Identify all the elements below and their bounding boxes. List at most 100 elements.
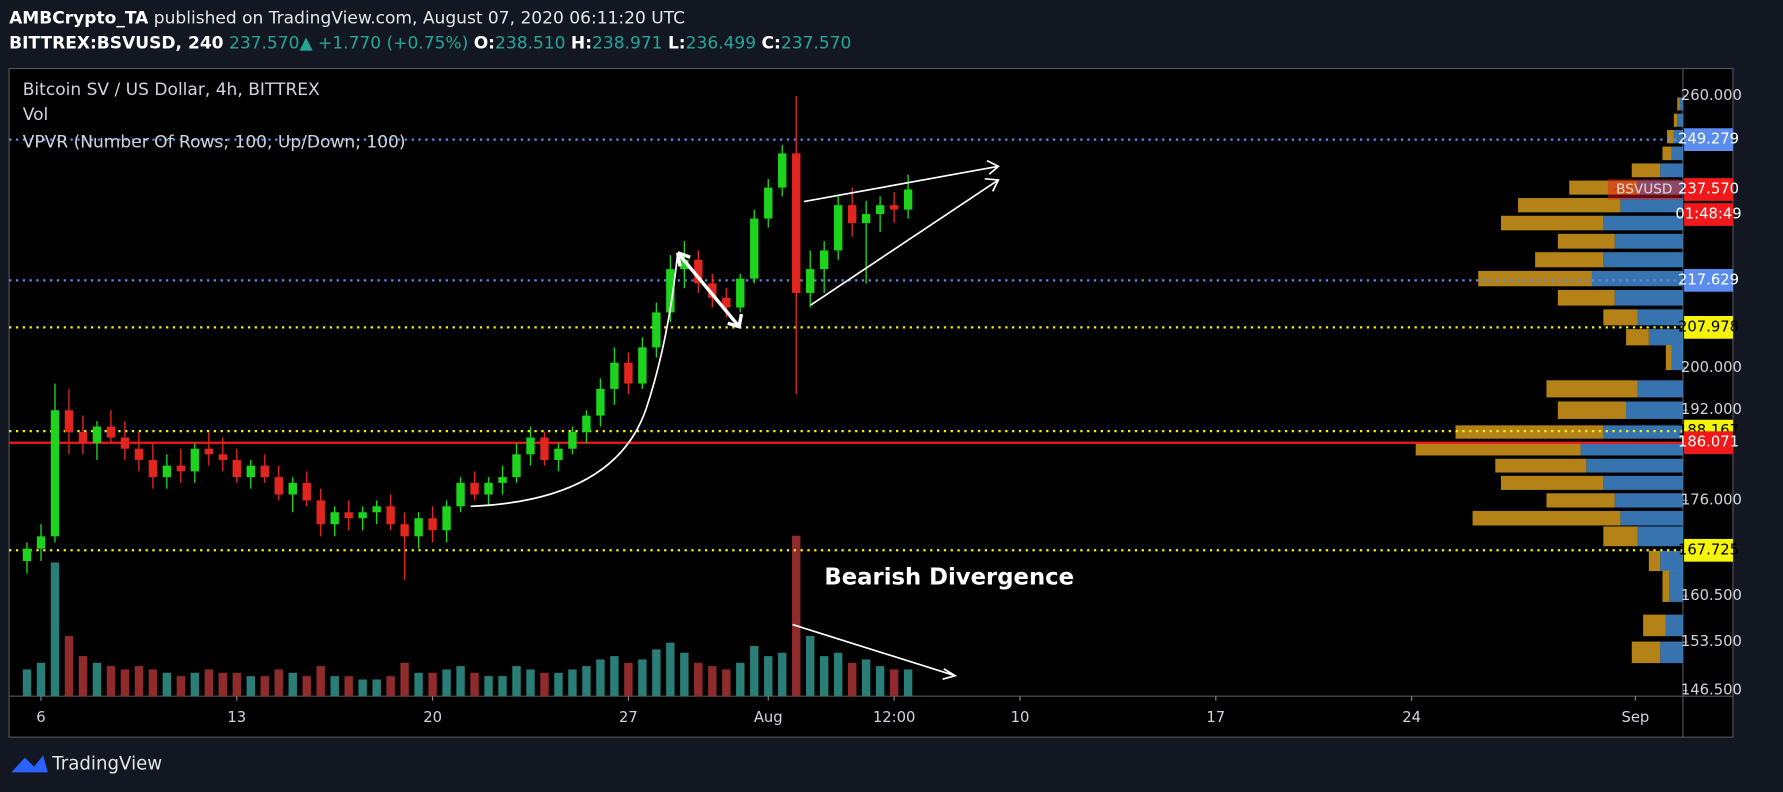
volume-bar: [218, 672, 227, 697]
candle-body: [694, 259, 703, 284]
vpvr-down: [1557, 233, 1615, 249]
vpvr-down: [1557, 289, 1615, 306]
candle-body: [50, 410, 60, 537]
volume-bar: [861, 659, 871, 697]
vpvr-up: [1671, 345, 1683, 371]
vpvr-down: [1557, 401, 1627, 419]
volume-bar: [120, 669, 130, 697]
candle-body: [889, 205, 899, 210]
volume-bar: [582, 666, 591, 697]
x-tick-label: Aug: [754, 709, 783, 726]
volume-bar: [316, 666, 325, 697]
volume-bar: [847, 662, 857, 697]
candle-body: [106, 426, 116, 438]
candle-body: [330, 512, 339, 525]
vpvr-down: [1455, 425, 1604, 439]
x-tick-label: 27: [619, 709, 638, 726]
candle-body: [218, 454, 227, 460]
volume-bar: [442, 669, 451, 697]
candle-body: [470, 482, 479, 495]
current-price-box: [1684, 178, 1733, 201]
vpvr-up: [1626, 401, 1683, 419]
volume-bar: [624, 662, 633, 697]
symbol: BITTREX:BSVUSD, 240: [9, 33, 224, 53]
volume-bar: [302, 676, 311, 697]
y-tick-label: 160.500: [1681, 587, 1742, 604]
vpvr-down: [1648, 550, 1661, 572]
price-label-box: [1684, 538, 1733, 562]
vpvr-down: [1667, 129, 1674, 144]
volume-bar: [78, 656, 88, 697]
candle-body: [582, 415, 591, 433]
vpvr-down: [1603, 309, 1638, 326]
vpvr-down: [1626, 329, 1649, 346]
wedge-bottom: [810, 177, 1000, 306]
vpvr-up: [1586, 458, 1683, 473]
volume-bar: [134, 666, 144, 697]
vpvr-down: [1631, 163, 1661, 178]
volume-bar: [246, 676, 255, 697]
vpvr-down: [1535, 252, 1604, 268]
volume-bar: [456, 666, 465, 697]
last: 237.570: [229, 33, 299, 53]
volume-bar: [722, 669, 731, 697]
header-line1: AMBCrypto_TA published on TradingView.co…: [9, 8, 685, 28]
candle-body: [638, 347, 647, 384]
x-tick-label: 13: [227, 709, 246, 726]
candle-body: [652, 312, 661, 348]
price-label: 217.629: [1678, 271, 1739, 288]
vpvr-down: [1677, 97, 1680, 111]
y-tick-label: 260.000: [1681, 87, 1742, 104]
y-tick-label: 153.500: [1681, 633, 1742, 650]
vpvr-down: [1643, 614, 1666, 637]
candle-body: [540, 437, 549, 460]
volume-bar: [610, 656, 619, 697]
candle-body: [36, 536, 46, 549]
volume-bar: [344, 676, 353, 697]
zigzag-drawing: [676, 251, 744, 329]
volume-bar: [498, 676, 507, 697]
candle-body: [358, 512, 367, 519]
vpvr-down: [1472, 510, 1621, 526]
candle-body: [554, 448, 563, 460]
candle-body: [302, 482, 311, 501]
annotation: Bearish Divergence: [824, 564, 1074, 590]
volume-bar: [190, 672, 200, 697]
candle-body: [316, 500, 325, 525]
candle-body: [428, 518, 437, 531]
volume-bar: [260, 676, 269, 697]
high: 238.971: [592, 33, 663, 53]
volume-bar: [358, 679, 367, 697]
candle-body: [708, 283, 717, 298]
price-label: 249.279: [1678, 131, 1739, 148]
legend-item: VPVR (Number Of Rows; 100, Up/Down; 100): [23, 132, 406, 152]
vpvr-down: [1546, 493, 1615, 508]
vpvr-down: [1569, 180, 1638, 195]
vpvr-up: [1614, 493, 1683, 508]
vpvr-down: [1631, 641, 1661, 664]
legend-title: Bitcoin SV / US Dollar, 4h, BITTREX: [23, 80, 320, 100]
drawings: [470, 159, 1000, 680]
volume-bar: [204, 669, 214, 697]
volume-bar: [833, 652, 843, 697]
y-tick-label: 176.000: [1681, 491, 1742, 508]
candle-body: [204, 448, 214, 455]
candle-body: [624, 362, 633, 384]
volume-bar: [92, 662, 102, 697]
volume-bar: [792, 535, 801, 697]
vpvr-up: [1620, 198, 1683, 213]
volume-bar: [232, 672, 241, 697]
vpvr-down: [1495, 458, 1587, 473]
volume-bar: [875, 666, 885, 697]
vpvr-up: [1665, 614, 1683, 637]
vpvr-down: [1603, 526, 1638, 547]
footer-brand: TradingView: [51, 753, 162, 774]
candle-body: [120, 437, 130, 449]
volume-bar: [484, 676, 493, 697]
curve-drawing: [470, 252, 679, 508]
candle-body: [526, 437, 535, 455]
vpvr-down: [1500, 475, 1604, 490]
vpvr-up: [1603, 252, 1683, 268]
candle-body: [288, 482, 297, 495]
